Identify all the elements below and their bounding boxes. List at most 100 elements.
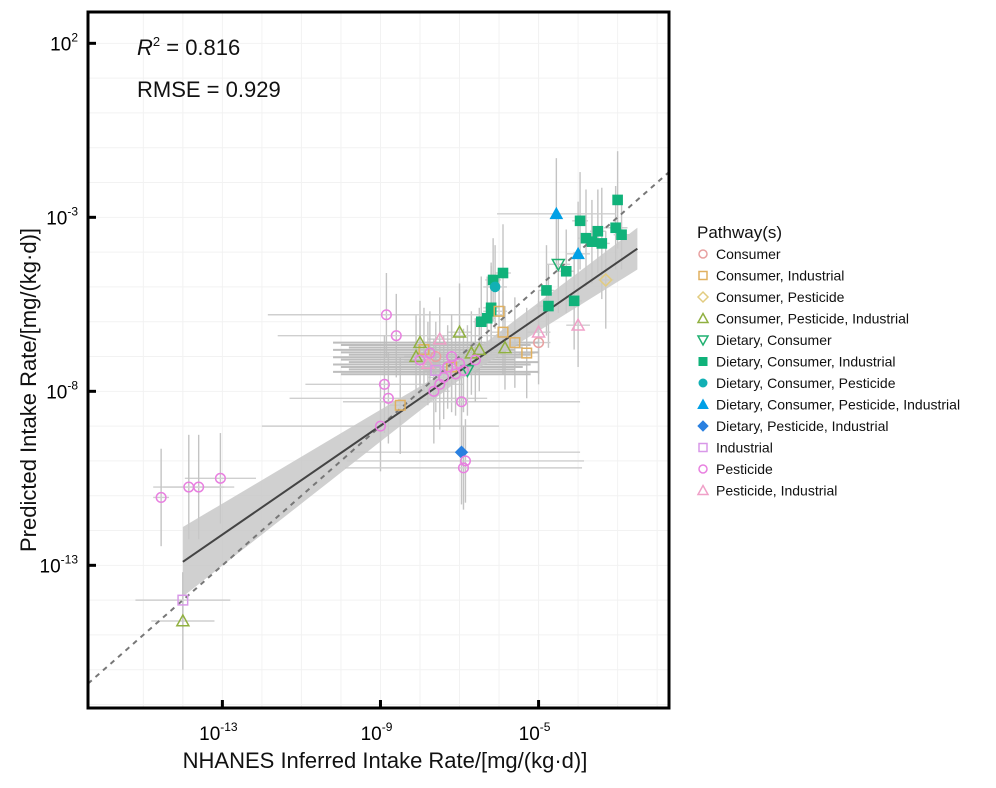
data-point [446, 350, 458, 363]
legend-label: Dietary, Consumer, Pesticide [716, 375, 896, 391]
data-points [155, 194, 627, 627]
data-point [430, 350, 442, 363]
legend-item: Consumer, Pesticide, Industrial [696, 311, 909, 327]
data-point [452, 324, 467, 338]
x-axis-ticks: 10-13 10-9 10-5 [199, 700, 551, 745]
data-point [394, 399, 406, 411]
legend-marker-icon [697, 420, 709, 432]
data-point [586, 236, 598, 247]
legend-item: Dietary, Consumer, Pesticide, Industrial [697, 397, 960, 413]
data-point [551, 258, 566, 272]
data-point [469, 354, 481, 366]
data-point [574, 215, 586, 227]
data-point [442, 361, 454, 373]
legend-label: Consumer, Pesticide, Industrial [716, 311, 909, 327]
legend-item: Pesticide, Industrial [696, 483, 837, 499]
data-point [592, 225, 604, 237]
data-point [455, 396, 468, 408]
legend-item: Dietary, Consumer, Pesticide [698, 375, 896, 391]
legend-item: Dietary, Pesticide, Industrial [697, 418, 888, 434]
legend-label: Consumer, Pesticide [716, 289, 845, 305]
legend-marker-icon [696, 483, 710, 496]
data-point [543, 300, 554, 312]
data-point [570, 317, 586, 331]
data-point [541, 285, 552, 296]
fit-line [182, 247, 638, 563]
data-point [610, 222, 621, 234]
data-point [183, 481, 195, 493]
legend-label: Industrial [716, 440, 773, 456]
y-tick-label: 102 [50, 30, 78, 55]
legend-marker-icon [697, 398, 709, 409]
legend-marker-icon [698, 249, 708, 259]
legend-marker-icon [698, 357, 708, 366]
legend-label: Dietary, Consumer [716, 332, 832, 348]
legend-marker-icon [698, 270, 708, 281]
legend-label: Dietary, Consumer, Industrial [716, 354, 895, 370]
confidence-band [182, 227, 638, 597]
legend-item: Dietary, Consumer [696, 332, 832, 348]
data-point [509, 337, 521, 349]
data-point [560, 265, 572, 277]
data-point [430, 364, 442, 376]
x-tick-label: 10-13 [199, 720, 238, 745]
data-point [489, 281, 501, 293]
legend-item: Consumer [698, 246, 781, 262]
legend-marker-icon [696, 311, 710, 324]
y-tick-label: 10-13 [40, 552, 79, 577]
legend-marker-icon [696, 335, 710, 347]
y-tick-label: 10-8 [46, 378, 78, 403]
y-axis-ticks: 102 10-3 10-8 10-13 [40, 30, 96, 577]
legend-marker-icon [696, 290, 710, 304]
legend-item: Dietary, Consumer, Industrial [698, 354, 895, 370]
data-point [424, 347, 436, 359]
legend-title: Pathway(s) [697, 223, 782, 242]
data-point [497, 340, 513, 354]
data-point [571, 246, 585, 260]
y-axis-title: Predicted Intake Rate/[mg/(kg·d)] [16, 228, 41, 552]
legend-item: Industrial [698, 440, 773, 456]
x-tick-label: 10-9 [361, 720, 393, 745]
legend-item: Consumer, Pesticide [696, 289, 845, 305]
legend: Pathway(s) Consumer Consumer, Industrial C… [696, 223, 960, 499]
data-point [457, 462, 470, 474]
data-point [175, 613, 191, 627]
data-point [531, 324, 546, 338]
data-point [438, 371, 450, 383]
data-point [493, 305, 505, 317]
data-point [374, 420, 387, 432]
x-tick-label: 10-5 [519, 720, 551, 745]
data-point [549, 206, 564, 220]
data-point [485, 305, 497, 317]
legend-item: Consumer, Industrial [698, 268, 844, 284]
data-point [612, 194, 623, 206]
data-point [155, 491, 167, 504]
confidence-band-area [182, 227, 638, 597]
data-point [457, 364, 470, 376]
data-point [460, 364, 475, 378]
legend-marker-icon [698, 378, 708, 388]
plot-frame [86, 10, 671, 710]
data-point [533, 337, 545, 349]
legend-label: Consumer [716, 246, 781, 262]
data-point [214, 472, 226, 484]
y-tick-label: 10-3 [46, 204, 78, 229]
data-point [420, 355, 436, 370]
data-point [568, 295, 580, 307]
legend-item: Pesticide [698, 461, 773, 477]
data-point [177, 594, 189, 606]
data-point [412, 335, 428, 349]
legend-marker-icon [698, 442, 708, 453]
fit-line-path [182, 247, 638, 563]
data-point [428, 385, 440, 397]
data-point [596, 238, 608, 249]
legend-label: Consumer, Industrial [716, 268, 844, 284]
data-point [390, 330, 402, 342]
legend-label: Pesticide, Industrial [716, 483, 837, 499]
data-point [380, 309, 392, 321]
rmse-annotation: RMSE = 0.929 [137, 77, 281, 102]
legend-label: Pesticide [716, 461, 773, 477]
data-point [382, 392, 394, 404]
legend-label: Dietary, Pesticide, Industrial [716, 418, 888, 434]
data-point [497, 326, 509, 338]
